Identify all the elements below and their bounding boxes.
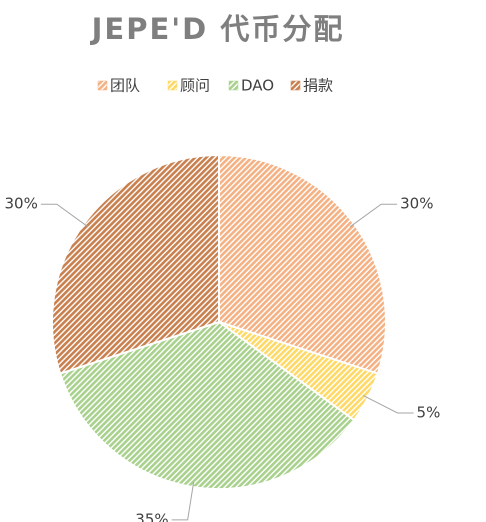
- legend-label: 团队: [110, 77, 140, 95]
- legend-label: 捐款: [303, 77, 333, 95]
- legend-swatch: [290, 80, 301, 91]
- data-label: 35%: [135, 510, 168, 522]
- data-label: 30%: [400, 195, 433, 213]
- leader-line: [363, 395, 414, 414]
- legend-swatch: [228, 80, 239, 91]
- legend-swatch: [97, 80, 108, 91]
- leader-line: [40, 203, 89, 228]
- data-label: 30%: [5, 195, 38, 213]
- data-label: 5%: [417, 403, 441, 421]
- legend-label: 顾问: [180, 77, 210, 95]
- legend-label: DAO: [241, 77, 274, 95]
- leader-line: [349, 203, 398, 228]
- legend-swatch: [167, 80, 178, 91]
- leader-line: [171, 481, 195, 521]
- chart-title: JEPE'D 代币分配: [90, 12, 345, 46]
